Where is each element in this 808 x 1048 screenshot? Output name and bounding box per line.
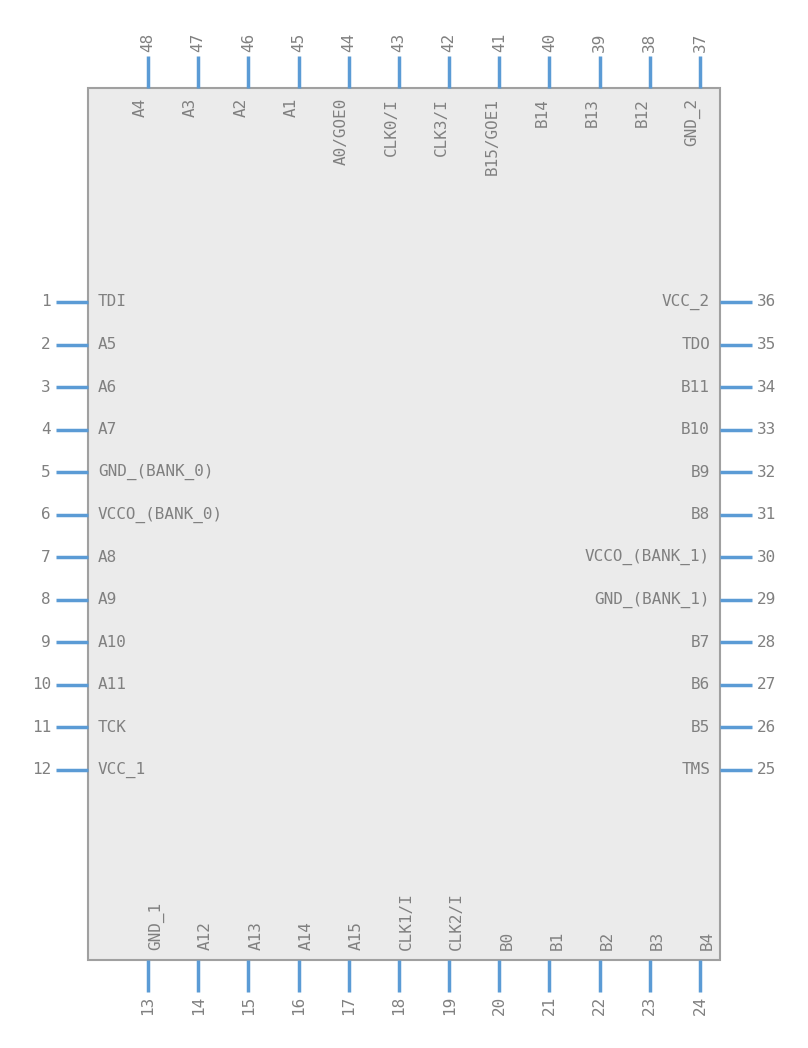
Text: B2: B2 — [600, 931, 615, 949]
Text: B14: B14 — [534, 99, 549, 127]
Text: B4: B4 — [700, 931, 715, 949]
Text: B6: B6 — [691, 677, 710, 693]
Text: 14: 14 — [191, 996, 206, 1016]
Text: 38: 38 — [642, 32, 658, 52]
Text: GND_2: GND_2 — [684, 99, 700, 146]
Text: B1: B1 — [549, 931, 565, 949]
Text: 29: 29 — [757, 592, 776, 608]
Text: 26: 26 — [757, 720, 776, 735]
Text: A5: A5 — [98, 337, 117, 352]
Text: 20: 20 — [492, 996, 507, 1016]
Text: CLK1/I: CLK1/I — [399, 892, 414, 949]
Text: 1: 1 — [41, 294, 51, 309]
Text: 8: 8 — [41, 592, 51, 608]
Text: A8: A8 — [98, 550, 117, 565]
Text: 45: 45 — [291, 32, 306, 52]
Text: 36: 36 — [757, 294, 776, 309]
Text: TCK: TCK — [98, 720, 127, 735]
Text: GND_(BANK_1): GND_(BANK_1) — [595, 592, 710, 608]
Text: 7: 7 — [41, 550, 51, 565]
Text: CLK3/I: CLK3/I — [434, 99, 449, 156]
Text: 11: 11 — [32, 720, 51, 735]
Text: A2: A2 — [234, 99, 248, 117]
Text: 12: 12 — [32, 763, 51, 778]
Text: A4: A4 — [133, 99, 148, 117]
Text: CLK2/I: CLK2/I — [449, 892, 464, 949]
Text: 16: 16 — [291, 996, 306, 1016]
Text: B8: B8 — [691, 507, 710, 522]
Text: GND_1: GND_1 — [148, 902, 164, 949]
Text: 30: 30 — [757, 550, 776, 565]
Text: TDI: TDI — [98, 294, 127, 309]
Text: 35: 35 — [757, 337, 776, 352]
Text: 25: 25 — [757, 763, 776, 778]
Text: A9: A9 — [98, 592, 117, 608]
Text: A15: A15 — [349, 921, 364, 949]
Text: 46: 46 — [241, 32, 256, 52]
Text: TMS: TMS — [681, 763, 710, 778]
Text: 4: 4 — [41, 422, 51, 437]
Text: TDO: TDO — [681, 337, 710, 352]
Text: A12: A12 — [198, 921, 213, 949]
Text: 6: 6 — [41, 507, 51, 522]
Text: 9: 9 — [41, 635, 51, 650]
Text: 24: 24 — [692, 996, 708, 1016]
Text: B11: B11 — [681, 379, 710, 395]
Text: A6: A6 — [98, 379, 117, 395]
Text: A14: A14 — [298, 921, 314, 949]
Text: B15/GOE1: B15/GOE1 — [484, 99, 499, 175]
Text: VCC_1: VCC_1 — [98, 762, 146, 778]
Text: 10: 10 — [32, 677, 51, 693]
Text: 48: 48 — [141, 32, 155, 52]
Text: 2: 2 — [41, 337, 51, 352]
Text: B0: B0 — [499, 931, 514, 949]
Text: 18: 18 — [391, 996, 406, 1016]
Text: 39: 39 — [592, 32, 607, 52]
Text: 13: 13 — [141, 996, 155, 1016]
Text: 32: 32 — [757, 464, 776, 480]
Text: 31: 31 — [757, 507, 776, 522]
Text: B12: B12 — [635, 99, 650, 127]
Text: 42: 42 — [442, 32, 457, 52]
Text: VCC_2: VCC_2 — [662, 293, 710, 310]
Text: A7: A7 — [98, 422, 117, 437]
Text: 23: 23 — [642, 996, 658, 1016]
Text: 37: 37 — [692, 32, 708, 52]
Text: B13: B13 — [585, 99, 600, 127]
Text: 41: 41 — [492, 32, 507, 52]
Text: VCCO_(BANK_1): VCCO_(BANK_1) — [585, 549, 710, 565]
Text: GND_(BANK_0): GND_(BANK_0) — [98, 464, 213, 480]
Text: 47: 47 — [191, 32, 206, 52]
Text: A10: A10 — [98, 635, 127, 650]
Text: A13: A13 — [248, 921, 263, 949]
Text: 5: 5 — [41, 464, 51, 480]
Text: CLK0/I: CLK0/I — [384, 99, 399, 156]
Text: 28: 28 — [757, 635, 776, 650]
Text: B5: B5 — [691, 720, 710, 735]
Text: A3: A3 — [183, 99, 198, 117]
Text: 27: 27 — [757, 677, 776, 693]
Text: 40: 40 — [542, 32, 557, 52]
Text: 44: 44 — [341, 32, 356, 52]
Text: 21: 21 — [542, 996, 557, 1016]
Text: 3: 3 — [41, 379, 51, 395]
Text: 17: 17 — [341, 996, 356, 1016]
Text: VCCO_(BANK_0): VCCO_(BANK_0) — [98, 506, 223, 523]
Text: 22: 22 — [592, 996, 607, 1016]
Text: B9: B9 — [691, 464, 710, 480]
Text: B10: B10 — [681, 422, 710, 437]
Text: 43: 43 — [391, 32, 406, 52]
Text: A11: A11 — [98, 677, 127, 693]
Text: 19: 19 — [442, 996, 457, 1016]
Text: 34: 34 — [757, 379, 776, 395]
Text: A0/GOE0: A0/GOE0 — [334, 99, 349, 166]
Bar — [88, 88, 720, 960]
Text: B3: B3 — [650, 931, 665, 949]
Text: 15: 15 — [241, 996, 256, 1016]
Text: A1: A1 — [284, 99, 298, 117]
Text: B7: B7 — [691, 635, 710, 650]
Text: 33: 33 — [757, 422, 776, 437]
